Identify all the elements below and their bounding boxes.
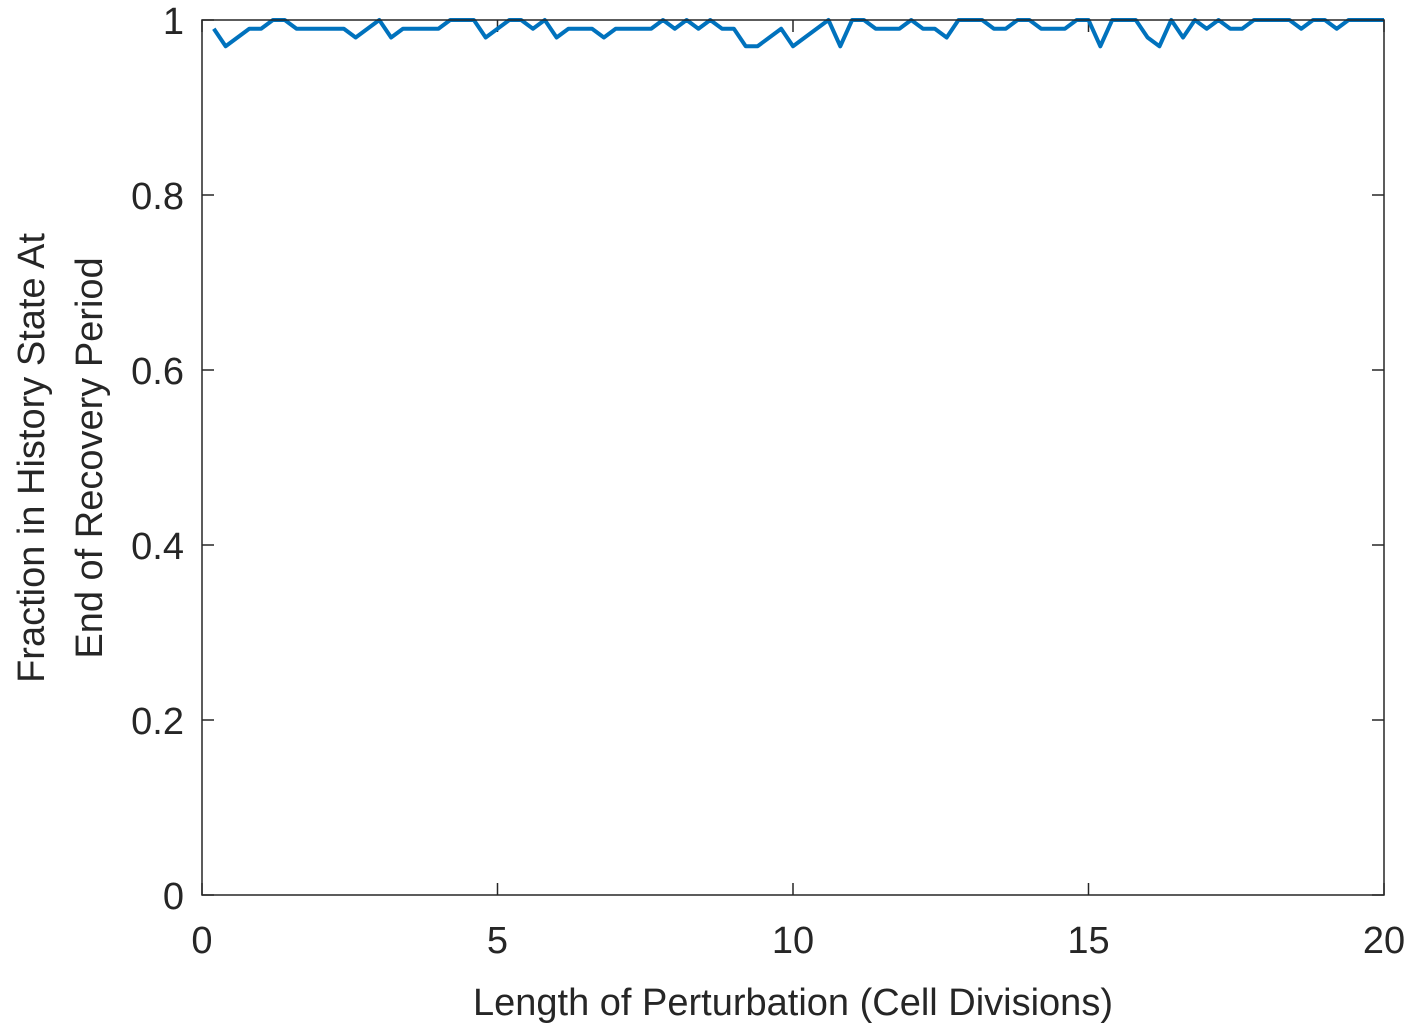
series-line xyxy=(212,18,1384,49)
axes-box xyxy=(201,19,1385,896)
y-axis-label-line-2: End of Recovery Period xyxy=(69,257,111,658)
x-tick-label: 10 xyxy=(772,920,814,962)
y-tick-label: 0.2 xyxy=(131,701,184,743)
x-axis-ticks: 0 5 10 15 20 xyxy=(191,20,1405,962)
plot-area xyxy=(202,20,1384,895)
y-axis-label: Fraction in History State At End of Reco… xyxy=(11,233,111,683)
x-tick-label: 20 xyxy=(1363,920,1405,962)
y-tick-label: 0.6 xyxy=(131,351,184,393)
y-tick-label: 0.8 xyxy=(131,176,184,218)
y-tick-label: 1 xyxy=(163,1,184,43)
series-layer xyxy=(212,18,1384,49)
x-axis-label: Length of Perturbation (Cell Divisions) xyxy=(473,982,1113,1024)
x-tick-label: 15 xyxy=(1067,920,1109,962)
x-tick-label: 0 xyxy=(191,920,212,962)
y-axis-label-line-1: Fraction in History State At xyxy=(11,233,53,683)
x-tick-label: 5 xyxy=(487,920,508,962)
y-tick-label: 0.4 xyxy=(131,526,184,568)
y-tick-label: 0 xyxy=(163,876,184,918)
